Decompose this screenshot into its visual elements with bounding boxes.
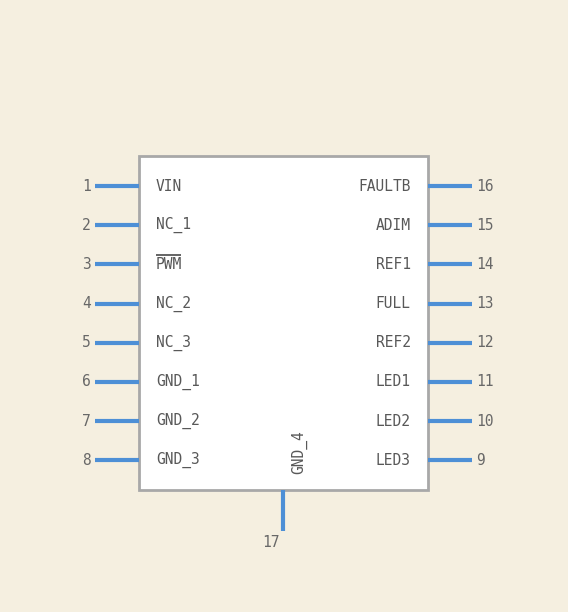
Text: 8: 8	[82, 453, 91, 468]
Text: FULL: FULL	[376, 296, 411, 311]
Bar	[139, 156, 428, 490]
Text: REF1: REF1	[376, 257, 411, 272]
Text: NC_2: NC_2	[156, 296, 191, 312]
Text: 11: 11	[476, 375, 494, 389]
Text: 12: 12	[476, 335, 494, 350]
Text: 16: 16	[476, 179, 494, 193]
Text: NC_1: NC_1	[156, 217, 191, 233]
Text: 3: 3	[82, 257, 91, 272]
Text: 7: 7	[82, 414, 91, 428]
Text: PWM: PWM	[156, 257, 182, 272]
Text: VIN: VIN	[156, 179, 182, 193]
Text: ADIM: ADIM	[376, 218, 411, 233]
Text: 9: 9	[476, 453, 485, 468]
Text: GND_3: GND_3	[156, 452, 200, 468]
Text: LED3: LED3	[376, 453, 411, 468]
Text: 4: 4	[82, 296, 91, 311]
Text: FAULTB: FAULTB	[358, 179, 411, 193]
Text: GND_2: GND_2	[156, 413, 200, 429]
Text: 10: 10	[476, 414, 494, 428]
Text: GND_1: GND_1	[156, 374, 200, 390]
Text: NC_3: NC_3	[156, 335, 191, 351]
Text: 15: 15	[476, 218, 494, 233]
Text: 2: 2	[82, 218, 91, 233]
Text: LED1: LED1	[376, 375, 411, 389]
Text: REF2: REF2	[376, 335, 411, 350]
Text: 6: 6	[82, 375, 91, 389]
Text: 14: 14	[476, 257, 494, 272]
Text: 1: 1	[82, 179, 91, 193]
Text: 5: 5	[82, 335, 91, 350]
Text: LED2: LED2	[376, 414, 411, 428]
Text: 17: 17	[262, 536, 280, 550]
Text: GND_4: GND_4	[291, 430, 307, 474]
Text: 13: 13	[476, 296, 494, 311]
